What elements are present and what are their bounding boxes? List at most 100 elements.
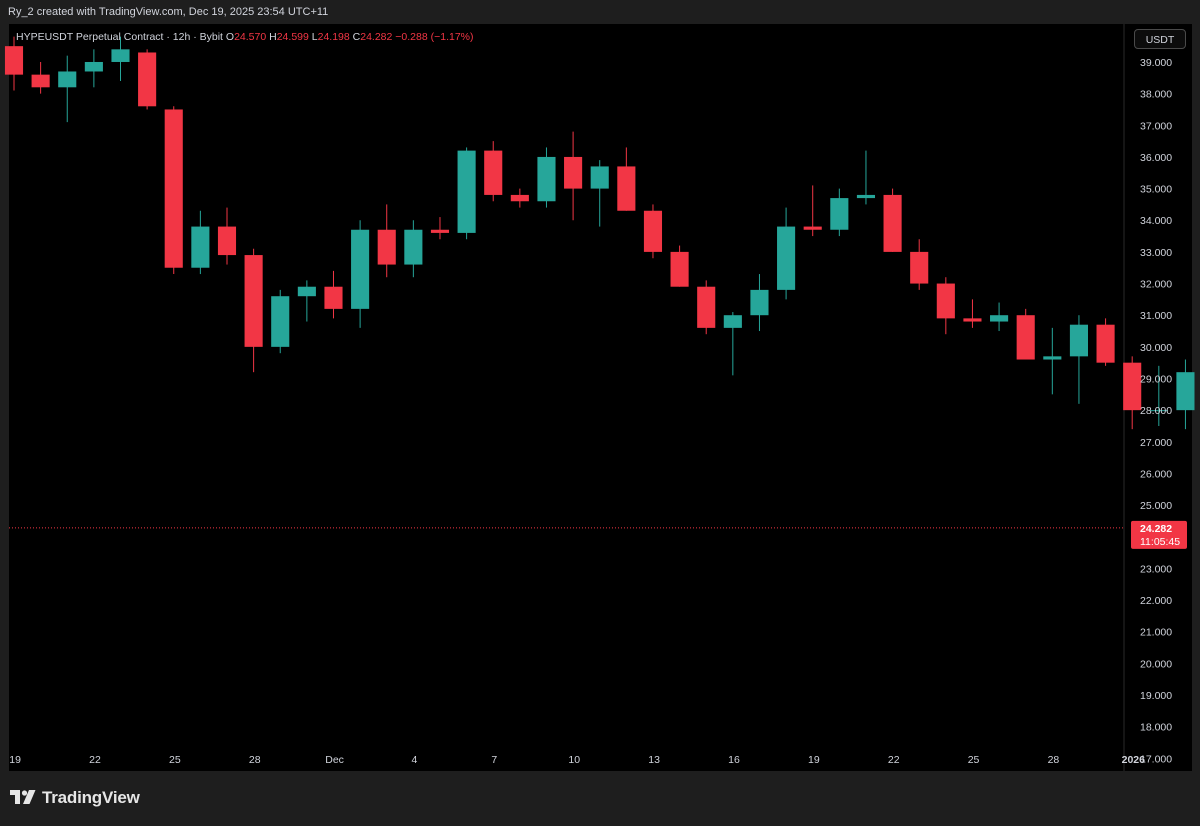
candle-body (457, 150, 476, 233)
price-tick-label: 21.000 (1140, 627, 1172, 639)
price-tick-label: 28.000 (1140, 405, 1172, 417)
candle (697, 280, 716, 335)
time-tick-label: Dec (325, 754, 344, 766)
price-tick-label: 19.000 (1140, 690, 1172, 702)
candle (803, 185, 822, 237)
candle (271, 289, 290, 354)
candle-body (244, 255, 263, 347)
price-tick-label: 31.000 (1140, 310, 1172, 322)
candle-body (138, 52, 157, 107)
high-label: H (269, 31, 277, 43)
high-value: 24.599 (276, 31, 309, 43)
time-tick-label: 4 (412, 754, 418, 766)
price-tick-label: 18.000 (1140, 722, 1172, 734)
symbol-legend: HYPEUSDT Perpetual Contract · 12h · Bybi… (16, 31, 474, 43)
candle-body (803, 226, 822, 230)
candle-body (750, 289, 769, 316)
chart-area[interactable] (9, 24, 1192, 771)
candle (1069, 315, 1088, 404)
price-tick-label: 32.000 (1140, 279, 1172, 291)
candle (244, 248, 263, 373)
candle (1043, 327, 1062, 395)
candle (4, 36, 24, 91)
candle-body (31, 74, 50, 88)
candle (1123, 356, 1142, 430)
time-tick-label: 22 (888, 754, 900, 766)
candle-body (430, 229, 450, 233)
candle-body (271, 296, 290, 347)
price-tick-label: 26.000 (1140, 468, 1172, 480)
open-value: 24.570 (234, 31, 267, 43)
candle-body (990, 315, 1009, 322)
candle (191, 210, 210, 275)
candle-body (377, 229, 396, 265)
close-label: C (352, 31, 361, 43)
price-tick-label: 35.000 (1140, 184, 1172, 196)
time-tick-label: 13 (648, 754, 660, 766)
header-bar: Ry_2 created with TradingView.com, Dec 1… (0, 0, 1200, 24)
price-tick-label: 30.000 (1140, 342, 1172, 354)
candle (990, 302, 1009, 332)
candle (856, 150, 876, 205)
open-label: O (225, 31, 235, 43)
candle-body (537, 156, 556, 202)
time-tick-label: 10 (568, 754, 580, 766)
candle (963, 299, 982, 328)
candle (617, 147, 636, 211)
candle (1149, 365, 1168, 426)
time-tick-label: 19 (808, 754, 820, 766)
candle (297, 280, 316, 322)
bar-countdown: 11:05:45 (1140, 536, 1180, 548)
footer-bar (0, 771, 1200, 826)
candle (111, 36, 130, 81)
candle-body (1069, 324, 1088, 357)
candle-body (777, 226, 796, 290)
last-price-value: 24.282 (1140, 523, 1172, 535)
price-tick-label: 20.000 (1140, 658, 1172, 670)
price-tick-label: 33.000 (1140, 247, 1172, 259)
candle (670, 245, 689, 287)
low-value: 24.198 (317, 31, 350, 43)
candle-body (564, 156, 583, 189)
price-tick-label: 27.000 (1140, 437, 1172, 449)
price-tick-label: 29.000 (1140, 374, 1172, 386)
candle-body (84, 61, 103, 72)
price-axis[interactable]: 39.000 38.000 37.000 36.000 35.000 34.000 33.0… (1131, 57, 1187, 765)
candle (484, 141, 503, 202)
candle (1096, 318, 1115, 366)
price-tick-label: 37.000 (1140, 120, 1172, 132)
candle-body (723, 315, 742, 328)
candle-body (697, 286, 716, 328)
price-tick-label: 25.000 (1140, 500, 1172, 512)
time-tick-label: 2026 (1122, 754, 1146, 766)
candle-body (164, 109, 183, 268)
price-tick-label: 23.000 (1140, 563, 1172, 575)
candle-body (58, 71, 77, 88)
candle (31, 61, 50, 94)
candle-body (484, 150, 503, 195)
time-tick-label: 22 (89, 754, 101, 766)
time-tick-label: 16 (728, 754, 740, 766)
candle-body (191, 226, 210, 268)
candle-body (404, 229, 423, 265)
candle-body (1016, 315, 1035, 360)
time-axis[interactable]: 19222528Dec4710131619222528202647 (9, 754, 1200, 766)
price-tick-label: 34.000 (1140, 215, 1172, 227)
price-tick-label: 39.000 (1140, 57, 1172, 69)
candle (723, 312, 742, 376)
symbol-title[interactable]: HYPEUSDT Perpetual Contract · 12h · Bybi… (16, 31, 223, 43)
candle-body (1123, 362, 1142, 411)
currency-unit-button[interactable]: USDT (1134, 29, 1186, 49)
candle-body (910, 251, 929, 284)
candle (351, 220, 370, 328)
low-label: L (311, 31, 318, 43)
candle (910, 239, 929, 290)
close-value: 24.282 (360, 31, 393, 43)
candle-body (351, 229, 370, 309)
candle (324, 270, 343, 319)
candle-body (111, 49, 130, 62)
tradingview-brand[interactable]: TradingView (10, 788, 140, 808)
attribution-text: Ry_2 created with TradingView.com, Dec 1… (8, 6, 329, 18)
